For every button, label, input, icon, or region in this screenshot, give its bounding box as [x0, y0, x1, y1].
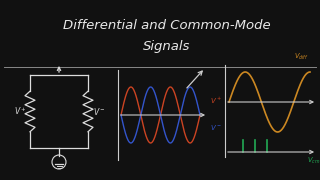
Text: Signals: Signals: [143, 40, 190, 53]
Text: $V^+$: $V^+$: [13, 106, 27, 117]
Text: $V^+$: $V^+$: [210, 96, 222, 106]
Text: Differential and Common-Mode: Differential and Common-Mode: [63, 19, 270, 32]
Text: $V_{diff}$: $V_{diff}$: [294, 52, 308, 62]
Text: $V^-$: $V^-$: [210, 123, 222, 132]
Text: $V_{cm}$: $V_{cm}$: [307, 156, 320, 166]
Text: $V^-$: $V^-$: [92, 106, 106, 117]
